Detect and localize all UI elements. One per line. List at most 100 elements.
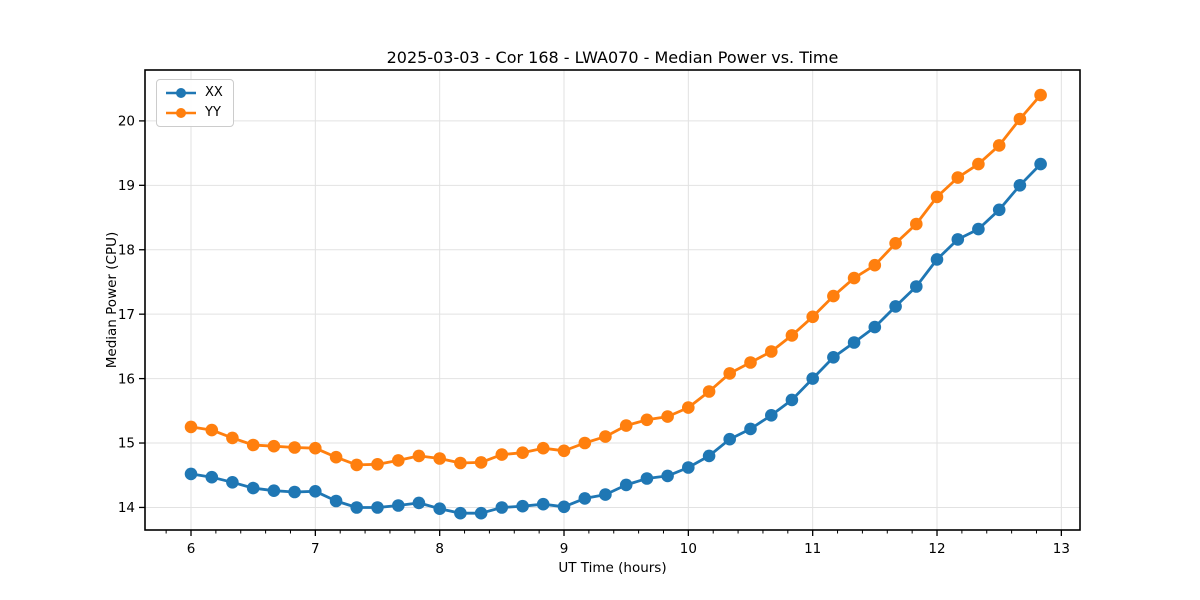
- data-point-yy: [205, 423, 219, 437]
- data-point-yy: [184, 420, 198, 434]
- data-point-yy: [350, 458, 364, 472]
- y-tick-label: 19: [118, 178, 135, 194]
- data-point-xx: [1034, 157, 1047, 171]
- legend-line-marker-yy-icon: [166, 108, 196, 118]
- data-point-xx: [433, 502, 447, 515]
- data-point-xx: [723, 432, 736, 446]
- data-point-yy: [1013, 112, 1027, 126]
- data-point-xx: [992, 203, 1006, 217]
- data-point-xx: [765, 409, 778, 422]
- data-point-yy: [309, 441, 322, 455]
- legend-label-yy: YY: [205, 105, 221, 120]
- x-tick-label: 12: [928, 541, 945, 557]
- data-point-yy: [702, 385, 716, 398]
- data-point-yy: [744, 356, 757, 369]
- data-point-yy: [288, 441, 301, 454]
- data-point-yy: [329, 450, 343, 464]
- data-point-yy: [371, 458, 384, 471]
- data-point-xx: [267, 484, 281, 498]
- data-point-yy: [578, 436, 592, 450]
- x-tick-label: 10: [680, 541, 697, 557]
- data-point-yy: [619, 419, 633, 432]
- x-tick-label: 9: [560, 541, 569, 557]
- data-point-yy: [682, 401, 695, 414]
- data-point-yy: [536, 441, 550, 455]
- data-point-xx: [702, 449, 716, 463]
- data-point-yy: [661, 410, 674, 423]
- data-point-yy: [723, 367, 736, 380]
- y-tick-label: 15: [118, 436, 135, 452]
- data-point-yy: [765, 345, 778, 358]
- data-point-yy: [640, 413, 654, 427]
- legend: XX YY: [156, 79, 234, 127]
- data-point-xx: [827, 351, 840, 364]
- data-point-xx: [288, 485, 301, 499]
- data-point-yy: [889, 237, 902, 250]
- data-point-yy: [827, 289, 840, 303]
- data-point-yy: [454, 456, 467, 470]
- data-point-xx: [309, 485, 322, 498]
- data-point-yy: [474, 456, 488, 469]
- data-point-yy: [557, 444, 571, 458]
- data-point-xx: [682, 461, 695, 474]
- data-point-yy: [433, 452, 447, 465]
- data-point-yy: [992, 139, 1006, 152]
- data-point-xx: [412, 496, 426, 510]
- chart-title: 2025-03-03 - Cor 168 - LWA070 - Median P…: [386, 48, 839, 67]
- data-point-xx: [868, 320, 882, 334]
- data-point-xx: [847, 336, 861, 349]
- data-point-xx: [371, 501, 384, 514]
- data-point-xx: [930, 253, 944, 266]
- legend-item-xx: XX: [165, 85, 223, 101]
- data-point-xx: [889, 300, 902, 313]
- data-point-xx: [392, 499, 405, 512]
- data-point-yy: [392, 454, 405, 467]
- x-tick-label: 13: [1053, 541, 1070, 557]
- data-point-xx: [495, 501, 509, 514]
- data-point-xx: [184, 467, 198, 481]
- data-point-xx: [454, 506, 467, 520]
- data-point-yy: [930, 190, 944, 204]
- x-axis-label: UT Time (hours): [558, 560, 667, 576]
- series-line-yy: [189, 93, 1042, 467]
- data-point-xx: [205, 470, 219, 484]
- data-point-xx: [806, 372, 819, 385]
- y-tick-label: 16: [118, 371, 135, 387]
- y-tick-label: 14: [118, 500, 135, 516]
- x-tick-label: 7: [311, 541, 320, 557]
- y-tick-label: 17: [118, 307, 135, 323]
- data-point-yy: [910, 217, 923, 231]
- data-point-xx: [640, 472, 654, 485]
- data-point-xx: [910, 280, 923, 293]
- data-point-yy: [267, 439, 281, 453]
- legend-item-yy: YY: [165, 105, 223, 121]
- axes-spines: [144, 69, 1081, 531]
- data-point-yy: [246, 438, 260, 452]
- data-point-xx: [536, 497, 550, 511]
- data-point-yy: [412, 449, 426, 463]
- data-point-xx: [329, 494, 343, 508]
- data-point-xx: [619, 478, 633, 492]
- data-point-xx: [350, 501, 364, 514]
- data-point-xx: [951, 233, 965, 246]
- y-tick-label: 18: [118, 242, 135, 258]
- data-point-yy: [495, 448, 509, 461]
- data-point-yy: [972, 157, 985, 171]
- data-point-xx: [557, 500, 571, 514]
- series-line-xx: [189, 162, 1042, 515]
- x-tick-label: 8: [435, 541, 444, 557]
- x-tick-label: 6: [187, 541, 196, 557]
- legend-label-xx: XX: [205, 85, 223, 100]
- data-point-xx: [226, 476, 239, 489]
- data-point-yy: [599, 430, 612, 443]
- data-point-yy: [951, 171, 965, 184]
- y-tick-label: 20: [118, 114, 135, 130]
- data-point-yy: [516, 446, 529, 460]
- data-point-yy: [785, 329, 799, 342]
- data-point-xx: [246, 481, 260, 495]
- data-point-yy: [806, 310, 819, 324]
- data-point-xx: [474, 506, 488, 520]
- data-point-xx: [744, 422, 757, 436]
